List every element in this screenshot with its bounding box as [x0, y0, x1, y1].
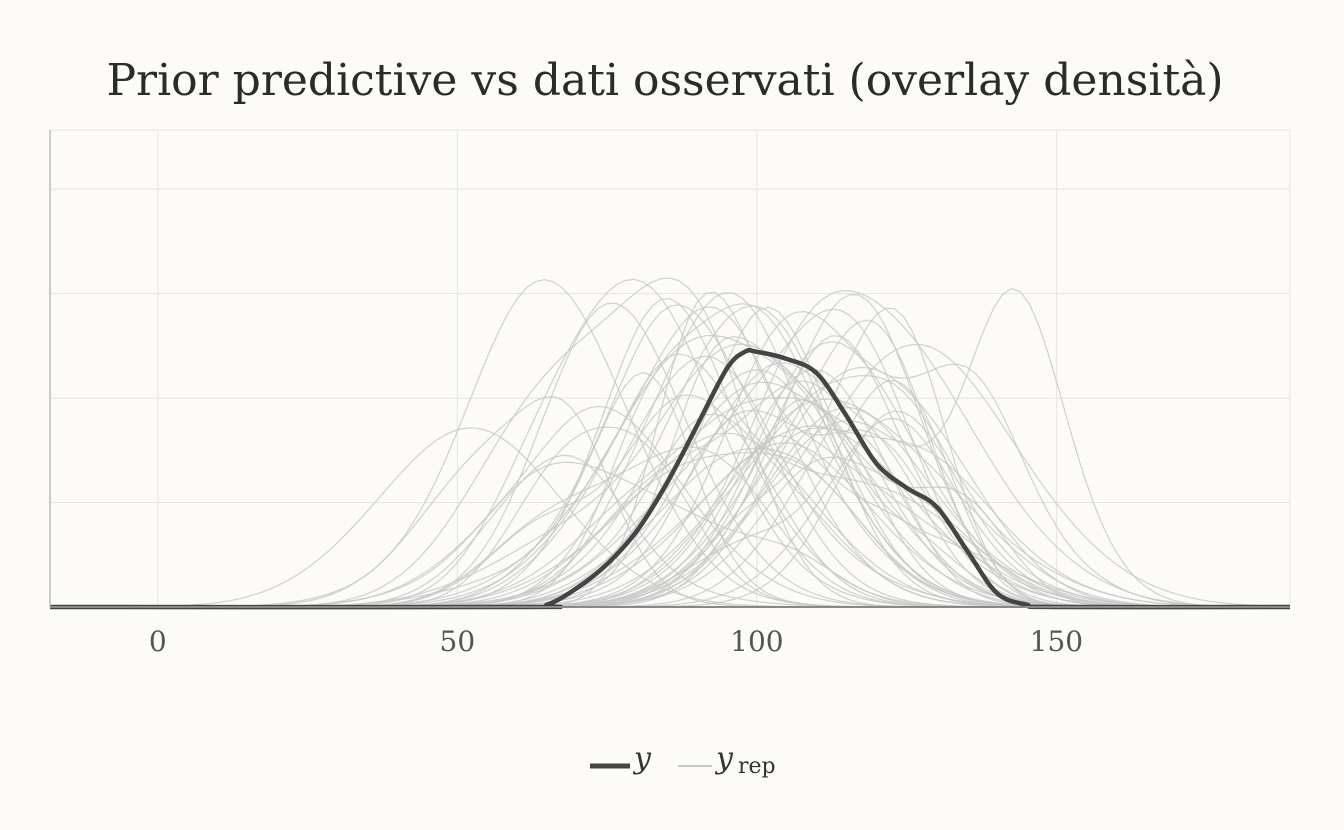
replicate-series: [50, 277, 1291, 608]
x-tick-label-2: 100: [730, 625, 783, 658]
replicate-line: [50, 369, 1290, 608]
legend-label-replicates: y: [714, 741, 734, 776]
x-tick-label-0: 0: [149, 625, 167, 658]
replicate-line: [50, 410, 1290, 608]
x-tick-label-1: 50: [440, 625, 476, 658]
legend-label-observed: y: [632, 741, 652, 776]
axes: [49, 130, 1290, 608]
legend: y y rep: [590, 741, 776, 779]
replicate-line: [50, 368, 1290, 608]
legend-label-replicates-subscript: rep: [738, 754, 776, 779]
x-tick-labels: 0 50 100 150: [149, 625, 1083, 658]
replicate-line: [50, 409, 1290, 608]
observed-line: [49, 348, 1291, 610]
observed-series: [49, 348, 1291, 610]
chart-title: Prior predictive vs dati osservati (over…: [106, 55, 1223, 106]
x-tick-label-3: 150: [1030, 625, 1083, 658]
replicate-line: [50, 290, 1290, 608]
replicate-line: [50, 287, 1290, 608]
